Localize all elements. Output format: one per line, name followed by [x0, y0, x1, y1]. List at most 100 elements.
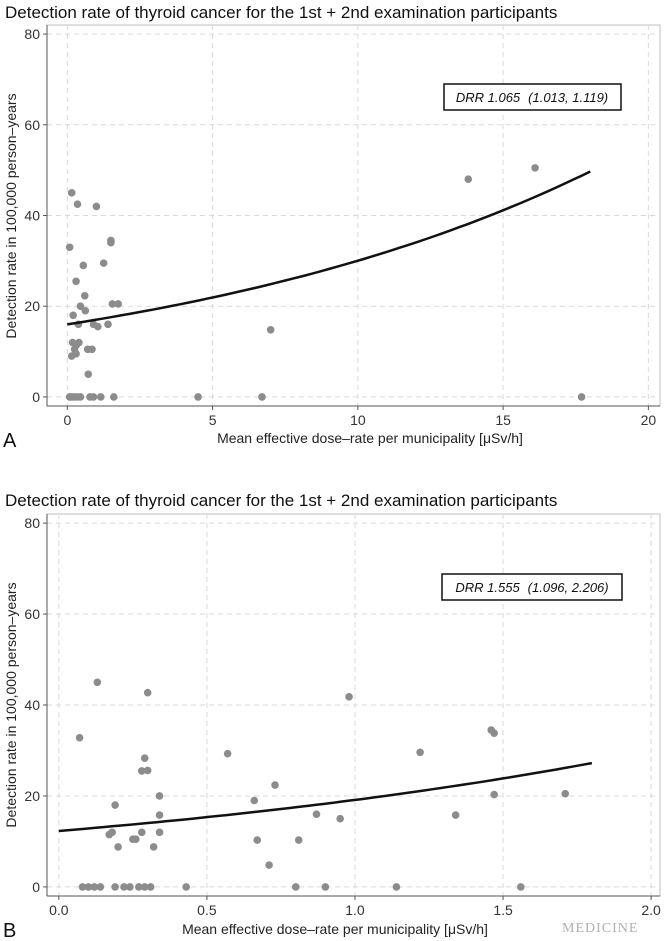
x-tick-label: 5: [209, 412, 217, 428]
x-tick-label: 1.5: [493, 902, 513, 918]
data-point: [84, 370, 93, 379]
y-tick-label: 20: [24, 298, 40, 314]
data-point: [68, 338, 77, 347]
data-point: [81, 306, 90, 315]
data-point: [75, 338, 83, 347]
y-tick-label: 80: [24, 26, 40, 42]
data-point: [108, 828, 116, 837]
panel-a-drr-label: DRR 1.065: [456, 90, 521, 105]
x-tick-label: 0.5: [197, 902, 217, 918]
data-point: [96, 883, 105, 891]
panel-b-fit-curve: [58, 761, 593, 833]
panel-a-letter: A: [3, 430, 17, 452]
data-point: [490, 790, 498, 799]
data-point: [114, 843, 122, 851]
panel-b-drr-label: DRR 1.555: [455, 580, 520, 595]
data-point: [143, 688, 152, 697]
y-tick-label: 0: [32, 389, 40, 405]
data-point: [291, 883, 300, 891]
x-tick-label: 1.0: [345, 902, 365, 918]
data-point: [65, 243, 74, 252]
data-point: [294, 836, 303, 844]
data-point: [111, 801, 119, 809]
data-point: [149, 843, 158, 851]
y-tick-label: 0: [32, 879, 40, 895]
panel-a-y-axis-label: Detection rate in 100,000 person–years: [3, 93, 19, 338]
x-tick-label: 0: [63, 412, 71, 428]
y-tick-label: 40: [24, 697, 40, 713]
data-point: [143, 766, 152, 775]
y-tick-label: 60: [24, 117, 40, 133]
data-point: [464, 175, 473, 184]
medicine-logo: MEDICINE: [562, 921, 638, 936]
data-point: [99, 259, 108, 267]
data-point: [345, 693, 353, 701]
data-point: [182, 883, 190, 891]
x-tick-label: 10: [350, 412, 366, 428]
data-point: [114, 300, 122, 308]
data-point: [194, 393, 202, 401]
data-point: [93, 678, 102, 687]
data-point: [258, 393, 266, 401]
data-point: [90, 883, 99, 891]
data-point: [253, 836, 262, 844]
panel-b-annotation-box: [441, 573, 623, 601]
data-point: [155, 828, 164, 837]
data-point: [271, 781, 279, 789]
data-point: [223, 749, 232, 758]
panel-a-fit-curve: [67, 170, 591, 326]
y-tick-label: 40: [24, 208, 40, 224]
panel-b-grid: [47, 514, 660, 896]
data-point: [72, 277, 80, 286]
panel-b-points: [75, 678, 570, 891]
data-point: [107, 236, 115, 245]
data-point: [88, 345, 96, 354]
data-point: [312, 810, 321, 818]
data-point: [250, 796, 259, 805]
panel-b-annotation-text: DRR 1.555 (1.096, 2.206): [455, 580, 608, 595]
panel-a-annotation-box: [443, 83, 622, 111]
data-point: [392, 883, 401, 891]
data-point: [67, 189, 76, 197]
panel-a-grid: [47, 25, 660, 406]
data-point: [79, 261, 88, 270]
y-tick-label: 80: [24, 515, 40, 531]
data-point: [137, 767, 146, 775]
panel-a-drr-ci: (1.013, 1.119): [528, 90, 608, 105]
data-point: [265, 861, 273, 869]
panel-b: Detection rate of thyroid cancer for the…: [3, 491, 661, 941]
x-tick-label: 2.0: [641, 902, 661, 918]
data-point: [92, 202, 101, 211]
data-point: [80, 291, 89, 300]
data-point: [137, 828, 146, 837]
data-point: [140, 754, 149, 763]
data-point: [120, 883, 128, 891]
data-point: [108, 300, 117, 308]
panel-a-annotation-text: DRR 1.065 (1.013, 1.119): [456, 90, 608, 105]
data-point: [451, 811, 460, 819]
data-point: [135, 883, 143, 891]
data-point: [577, 393, 586, 401]
y-tick-label: 60: [24, 606, 40, 622]
data-point: [76, 393, 85, 401]
panel-b-y-axis-label: Detection rate in 100,000 person–years: [3, 582, 19, 827]
data-point: [75, 733, 84, 742]
data-point: [76, 302, 85, 311]
panel-b-annotation: DRR 1.555 (1.096, 2.206): [441, 573, 623, 601]
data-point: [104, 320, 112, 329]
data-point: [155, 792, 164, 800]
y-tick-label: 20: [24, 788, 40, 804]
panel-a-x-ticks: 0 5 10 15 20: [63, 406, 656, 428]
panel-a-annotation: DRR 1.065 (1.013, 1.119): [443, 83, 622, 111]
panel-b-x-axis-label: Mean effective dose–rate per municipalit…: [182, 921, 488, 937]
panel-a-title: Detection rate of thyroid cancer for the…: [5, 3, 557, 22]
data-point: [78, 883, 87, 891]
data-point: [73, 200, 82, 208]
panel-b-title: Detection rate of thyroid cancer for the…: [5, 491, 557, 510]
x-tick-label: 15: [495, 412, 511, 428]
data-point: [89, 393, 98, 401]
data-point: [561, 789, 570, 798]
panel-a-y-ticks: 0 20 40 60 80: [24, 26, 47, 405]
x-tick-label: 0.0: [49, 902, 69, 918]
